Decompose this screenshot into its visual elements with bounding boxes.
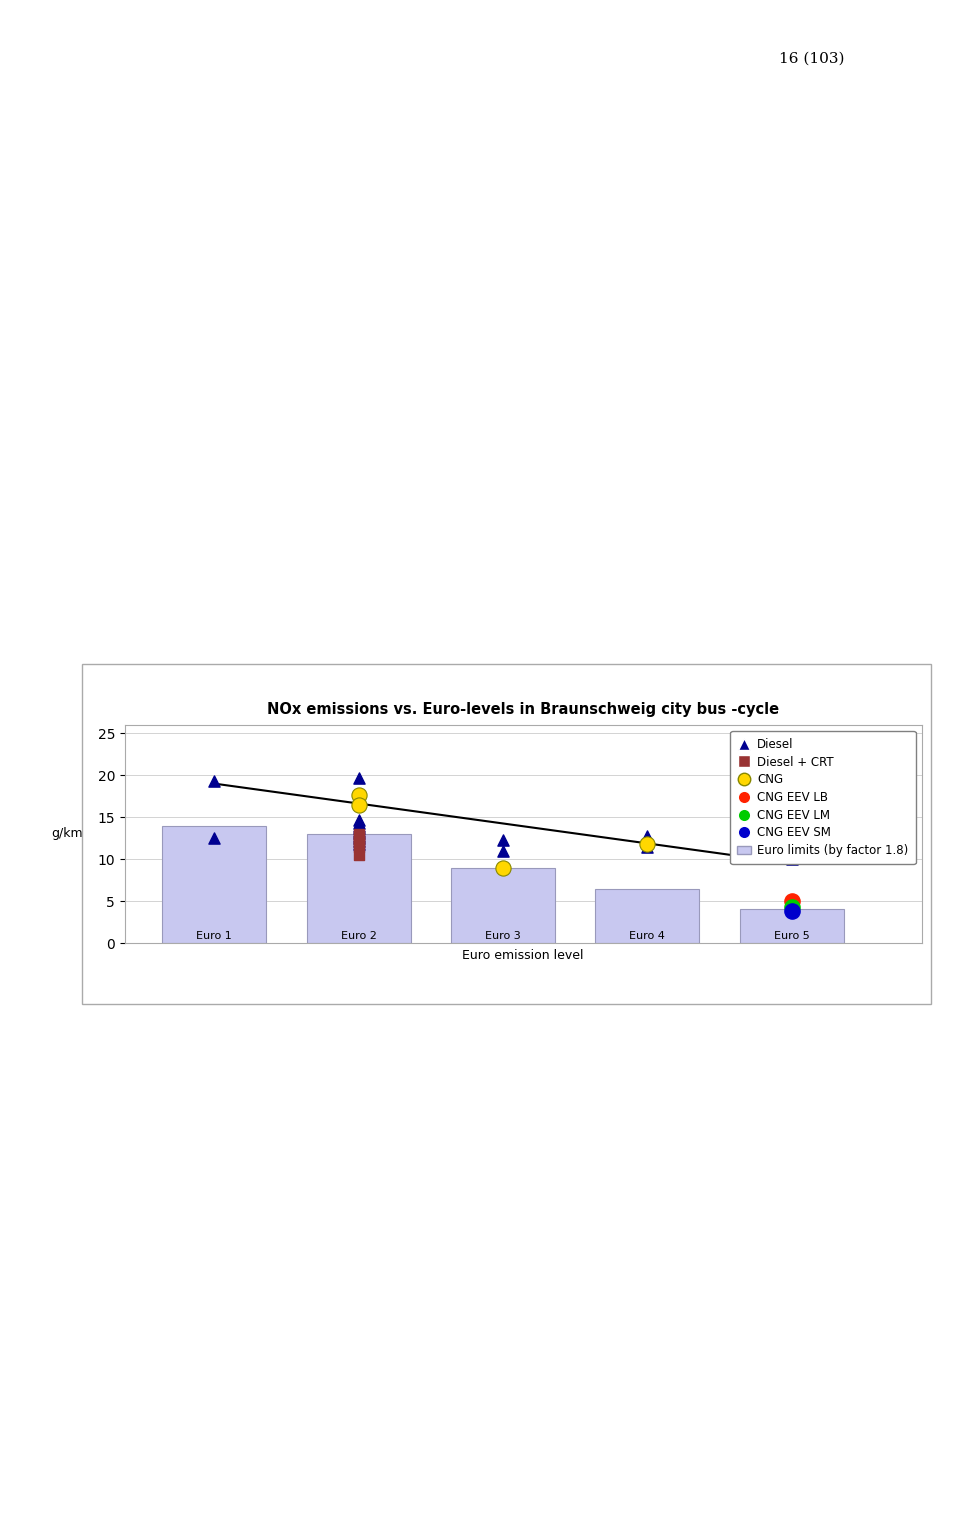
Point [351, 842, 367, 867]
Point [495, 855, 511, 879]
Y-axis label: g/km: g/km [51, 827, 83, 841]
Point [495, 827, 511, 852]
Point [495, 839, 511, 864]
Text: Euro 1: Euro 1 [197, 931, 232, 942]
Point [351, 835, 367, 859]
Text: 16 (103): 16 (103) [780, 52, 845, 66]
Bar [451, 867, 555, 943]
Point [351, 821, 367, 845]
Point [351, 824, 367, 848]
Point [351, 766, 367, 790]
Point [639, 835, 655, 859]
Bar [306, 833, 411, 943]
Text: Euro 5: Euro 5 [774, 931, 809, 942]
Bar [162, 826, 266, 943]
Point [351, 832, 367, 856]
Point [351, 810, 367, 835]
Point [351, 826, 367, 850]
Legend: Diesel, Diesel + CRT, CNG, CNG EEV LB, CNG EEV LM, CNG EEV SM, Euro limits (by f: Diesel, Diesel + CRT, CNG, CNG EEV LB, C… [731, 731, 916, 864]
Point [351, 821, 367, 845]
Text: Euro 4: Euro 4 [630, 931, 665, 942]
Point [351, 816, 367, 841]
Point [784, 894, 800, 919]
Point [784, 899, 800, 923]
Point [206, 769, 222, 794]
Point [351, 827, 367, 852]
Point [784, 847, 800, 871]
X-axis label: Euro emission level: Euro emission level [463, 949, 584, 961]
Point [351, 829, 367, 853]
Point [351, 792, 367, 816]
Point [351, 832, 367, 856]
Title: NOx emissions vs. Euro-levels in Braunschweig city bus -cycle: NOx emissions vs. Euro-levels in Braunsc… [267, 702, 780, 717]
Point [351, 783, 367, 807]
Point [351, 818, 367, 842]
Point [639, 824, 655, 848]
Point [639, 832, 655, 856]
Point [351, 813, 367, 838]
Text: Euro 3: Euro 3 [485, 931, 521, 942]
Point [351, 829, 367, 853]
Point [351, 807, 367, 832]
Bar [740, 909, 844, 943]
Text: Euro 2: Euro 2 [341, 931, 376, 942]
Point [206, 826, 222, 850]
Bar [595, 888, 699, 943]
Point [784, 888, 800, 913]
Point [351, 824, 367, 848]
